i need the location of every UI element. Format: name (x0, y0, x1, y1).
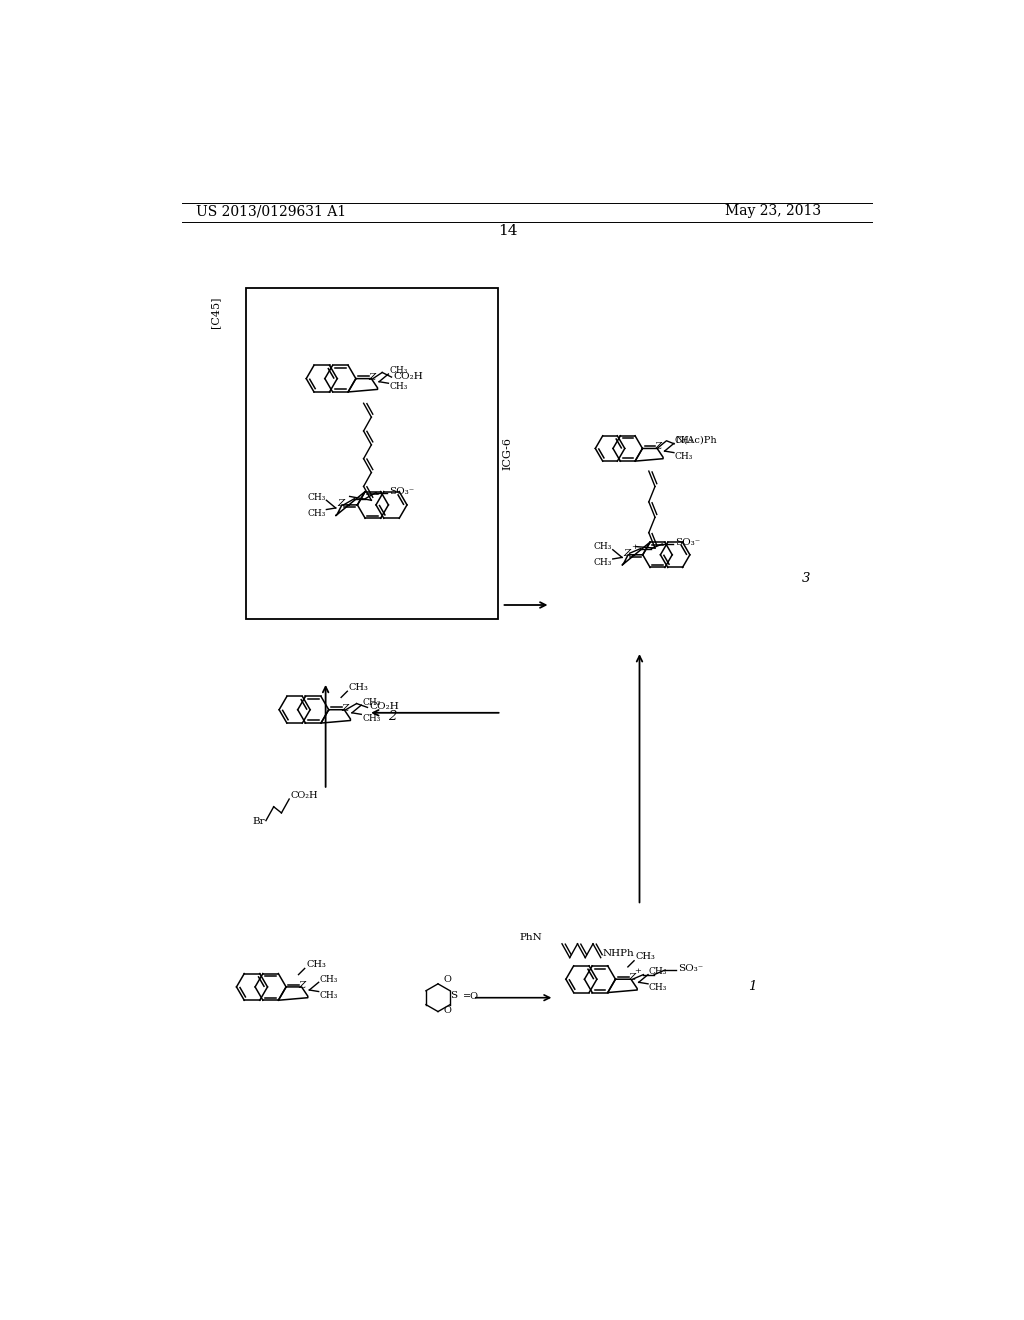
Text: CH₃: CH₃ (594, 558, 612, 568)
Text: +: + (634, 968, 641, 975)
Text: May 23, 2013: May 23, 2013 (725, 205, 821, 218)
Text: 14: 14 (498, 224, 517, 239)
Text: CH₃: CH₃ (675, 436, 693, 445)
Text: [C45]: [C45] (210, 297, 220, 329)
Text: Z: Z (369, 372, 376, 381)
Text: CH₃: CH₃ (594, 543, 612, 552)
Text: CH₃: CH₃ (307, 508, 326, 517)
Text: CH₃: CH₃ (649, 983, 668, 993)
Text: CH₃: CH₃ (636, 952, 655, 961)
Text: Z: Z (338, 499, 345, 508)
Text: CO₂H: CO₂H (291, 791, 318, 800)
Text: CO₂H: CO₂H (394, 372, 424, 380)
Text: 2: 2 (388, 710, 396, 723)
Text: Z: Z (341, 704, 348, 713)
Text: US 2013/0129631 A1: US 2013/0129631 A1 (197, 205, 346, 218)
Text: CH₃: CH₃ (362, 714, 381, 722)
Text: Z: Z (628, 973, 635, 982)
Text: Z: Z (299, 981, 306, 990)
Text: 1: 1 (748, 979, 757, 993)
Text: CH₃: CH₃ (307, 492, 326, 502)
Text: NHPh: NHPh (602, 949, 634, 958)
Text: CH₃: CH₃ (362, 697, 381, 706)
Text: Z: Z (624, 549, 631, 558)
Text: N(Ac)Ph: N(Ac)Ph (676, 436, 718, 445)
Text: O: O (443, 975, 452, 985)
Text: CH₃: CH₃ (389, 383, 408, 392)
Text: CH₃: CH₃ (319, 974, 338, 983)
Text: SO₃⁻: SO₃⁻ (678, 964, 703, 973)
Text: +: + (631, 543, 638, 550)
Text: CH₃: CH₃ (319, 991, 338, 999)
Text: 3: 3 (802, 572, 811, 585)
Text: CH₃: CH₃ (675, 451, 693, 461)
Text: SO₃⁻: SO₃⁻ (675, 539, 700, 546)
Text: CO₂H: CO₂H (370, 702, 399, 711)
Text: Br: Br (252, 817, 264, 826)
Text: ICG-6: ICG-6 (503, 437, 513, 470)
Text: =O: =O (463, 993, 479, 1002)
Text: CH₃: CH₃ (306, 960, 326, 969)
Text: Z: Z (654, 442, 662, 451)
Text: CH₃: CH₃ (349, 682, 369, 692)
Text: O: O (443, 1006, 452, 1015)
Bar (246, 288, 498, 619)
Text: SO₃⁻: SO₃⁻ (389, 487, 415, 495)
Text: S: S (450, 991, 457, 999)
Text: CH₃: CH₃ (649, 968, 668, 975)
Text: CH₃: CH₃ (389, 367, 408, 375)
Text: PhN: PhN (520, 933, 543, 942)
